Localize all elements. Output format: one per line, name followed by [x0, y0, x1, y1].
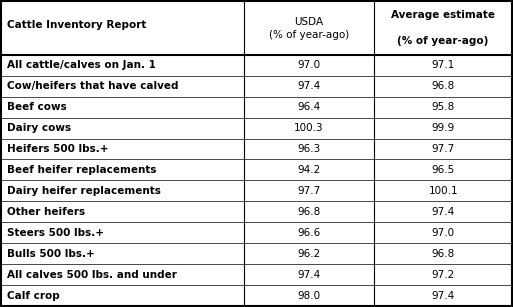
Text: 96.2: 96.2: [298, 249, 321, 259]
Text: 96.8: 96.8: [431, 249, 455, 259]
Text: 98.0: 98.0: [298, 290, 321, 301]
Text: 96.3: 96.3: [298, 144, 321, 154]
Text: 97.0: 97.0: [298, 60, 321, 70]
Text: 97.2: 97.2: [431, 270, 455, 280]
Text: 95.8: 95.8: [431, 102, 455, 112]
Text: 97.7: 97.7: [298, 186, 321, 196]
Text: Cow/heifers that have calved: Cow/heifers that have calved: [7, 81, 179, 91]
Text: Other heifers: Other heifers: [7, 207, 85, 217]
Text: 94.2: 94.2: [298, 165, 321, 175]
Text: Cattle Inventory Report: Cattle Inventory Report: [7, 21, 146, 30]
Text: 96.5: 96.5: [431, 165, 455, 175]
Text: All cattle/calves on Jan. 1: All cattle/calves on Jan. 1: [7, 60, 155, 70]
Text: 97.4: 97.4: [298, 81, 321, 91]
Text: Heifers 500 lbs.+: Heifers 500 lbs.+: [7, 144, 108, 154]
Text: All calves 500 lbs. and under: All calves 500 lbs. and under: [7, 270, 176, 280]
Text: 100.1: 100.1: [428, 186, 458, 196]
Text: 96.6: 96.6: [298, 228, 321, 238]
Text: 99.9: 99.9: [431, 123, 455, 133]
Text: 97.4: 97.4: [431, 290, 455, 301]
Text: Beef heifer replacements: Beef heifer replacements: [7, 165, 156, 175]
Text: 97.4: 97.4: [431, 207, 455, 217]
Text: 97.7: 97.7: [431, 144, 455, 154]
Text: Calf crop: Calf crop: [7, 290, 60, 301]
Text: 97.0: 97.0: [431, 228, 455, 238]
Text: Dairy cows: Dairy cows: [7, 123, 71, 133]
Text: 97.1: 97.1: [431, 60, 455, 70]
Text: 96.8: 96.8: [298, 207, 321, 217]
Text: Dairy heifer replacements: Dairy heifer replacements: [7, 186, 161, 196]
Text: 100.3: 100.3: [294, 123, 324, 133]
Text: Bulls 500 lbs.+: Bulls 500 lbs.+: [7, 249, 94, 259]
Text: 96.8: 96.8: [431, 81, 455, 91]
Text: 97.4: 97.4: [298, 270, 321, 280]
Text: Average estimate

(% of year-ago): Average estimate (% of year-ago): [391, 10, 495, 46]
Text: USDA
(% of year-ago): USDA (% of year-ago): [269, 17, 349, 40]
Text: 96.4: 96.4: [298, 102, 321, 112]
Text: Steers 500 lbs.+: Steers 500 lbs.+: [7, 228, 104, 238]
Text: Beef cows: Beef cows: [7, 102, 67, 112]
